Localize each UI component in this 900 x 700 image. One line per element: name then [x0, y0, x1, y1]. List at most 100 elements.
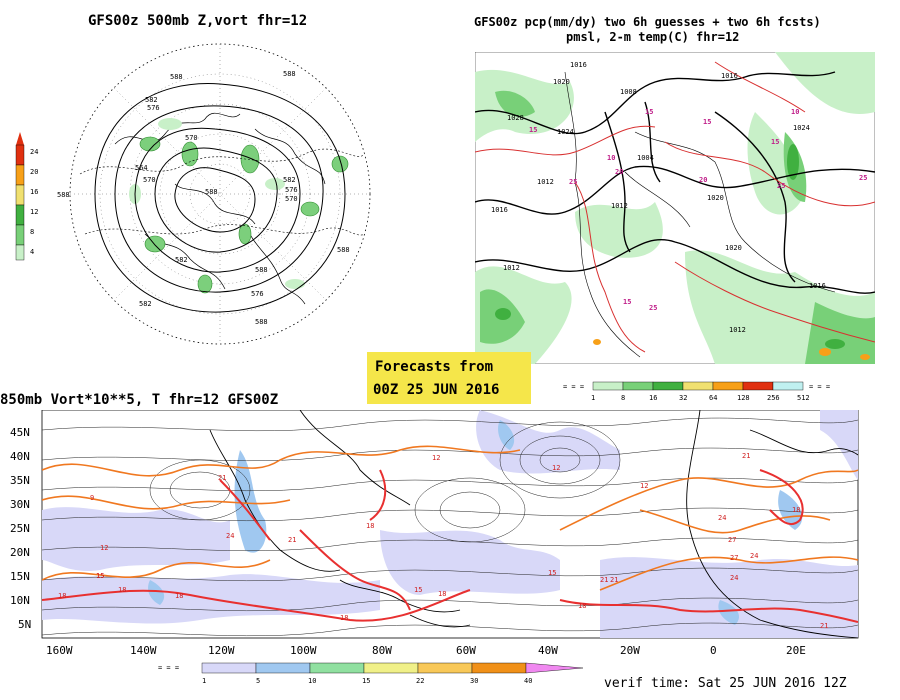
z-label: 588 — [255, 318, 268, 326]
vort850-tick: 22 — [416, 677, 424, 685]
panel-850mb-map: 12 15 9 18 21 24 21 18 15 18 18 18 12 12… — [10, 410, 859, 657]
panel-pcp-title-2: pmsl, 2-m temp(C) fhr=12 — [566, 30, 740, 44]
pmsl-label: 1008 — [620, 88, 637, 96]
t2m-label: 15 — [771, 138, 779, 146]
lon-label: 140W — [130, 644, 157, 657]
forecast-badge-line1: Forecasts from — [375, 359, 494, 375]
t2m-label: 15 — [703, 118, 711, 126]
t850-label: 27 — [728, 536, 736, 544]
lat-label: 40N — [10, 450, 30, 463]
t850-label: 18 — [118, 586, 126, 594]
colorbar-tick: 8 — [30, 228, 34, 236]
z-label: 588 — [170, 73, 183, 81]
t2m-label: 25 — [649, 304, 657, 312]
lon-label: 60W — [456, 644, 476, 657]
pmsl-label: 1016 — [491, 206, 508, 214]
t850-label: 21 — [288, 536, 296, 544]
t850-label: 24 — [718, 514, 726, 522]
z-label: 588 — [255, 266, 268, 274]
lon-label: 80W — [372, 644, 392, 657]
precip-tick: 256 — [767, 394, 780, 402]
t850-label: 15 — [548, 569, 556, 577]
t850-label: 18 — [58, 592, 66, 600]
t2m-label: 10 — [607, 154, 615, 162]
pmsl-label: 1024 — [793, 124, 810, 132]
z-label: 576 — [285, 186, 298, 194]
t850-label: 15 — [96, 572, 104, 580]
lon-label: 20E — [786, 644, 806, 657]
svg-text:= = =: = = = — [563, 383, 584, 391]
t850-label: 18 — [340, 614, 348, 622]
lat-label: 10N — [10, 594, 30, 607]
panel-pcp-title-1: GFS00z pcp(mm/dy) two 6h guesses + two 6… — [474, 15, 821, 29]
z-label: 588 — [337, 246, 350, 254]
t850-label: 24 — [226, 532, 234, 540]
lat-label: 30N — [10, 498, 30, 511]
panel-pcp-map: 1016 1020 1028 1024 1012 1016 1008 1004 … — [475, 52, 875, 364]
pmsl-label: 1016 — [721, 72, 738, 80]
precip-colorbar: = = = = = = 1 8 16 32 64 128 256 512 — [563, 381, 830, 402]
colorbar-tick: 4 — [30, 248, 34, 256]
t850-label: 21 — [742, 452, 750, 460]
lat-label: 5N — [18, 618, 31, 631]
vort850-tick: 5 — [256, 677, 260, 685]
z-label: 570 — [185, 134, 198, 142]
pmsl-label: 1020 — [553, 78, 570, 86]
vort850-tick: 1 — [202, 677, 206, 685]
colorbar-tick: 16 — [30, 188, 38, 196]
t2m-label: 15 — [529, 126, 537, 134]
pmsl-label: 1012 — [503, 264, 520, 272]
t850-label: 12 — [100, 544, 108, 552]
pmsl-label: 1012 — [611, 202, 628, 210]
lon-label: 160W — [46, 644, 73, 657]
z-label: 564 — [135, 164, 148, 172]
vort850-tick: 30 — [470, 677, 478, 685]
t2m-label: 15 — [623, 298, 631, 306]
t850-label: 15 — [414, 586, 422, 594]
svg-text:= = =: = = = — [158, 664, 179, 672]
t850-label: 12 — [432, 454, 440, 462]
t2m-label: 20 — [699, 176, 707, 184]
t850-label: 21 — [820, 622, 828, 630]
z-label: 576 — [147, 104, 160, 112]
t2m-label: 15 — [645, 108, 653, 116]
lat-label: 25N — [10, 522, 30, 535]
vort850-tick: 40 — [524, 677, 532, 685]
lon-label: 0 — [710, 644, 717, 657]
pmsl-label: 1004 — [637, 154, 654, 162]
lat-label: 20N — [10, 546, 30, 559]
t850-label: 15 — [96, 572, 104, 580]
t850-label: 12 — [640, 482, 648, 490]
t2m-label: 20 — [615, 168, 623, 176]
svg-text:= = =: = = = — [809, 383, 830, 391]
t850-label: 21 — [600, 576, 608, 584]
t850-label: 18 — [366, 522, 374, 530]
pmsl-label: 1020 — [725, 244, 742, 252]
lon-label: 20W — [620, 644, 640, 657]
t2m-label: 25 — [569, 178, 577, 186]
t850-label: 21 — [218, 474, 226, 482]
t850-label: 9 — [90, 494, 94, 502]
precip-tick: 512 — [797, 394, 810, 402]
precip-tick: 128 — [737, 394, 750, 402]
lat-label: 45N — [10, 426, 30, 439]
t2m-label: 25 — [859, 174, 867, 182]
z-label: 588 — [283, 70, 296, 78]
t850-label: 24 — [750, 552, 758, 560]
vort850-tick: 10 — [308, 677, 316, 685]
z-label: 570 — [143, 176, 156, 184]
z-label: 582 — [139, 300, 152, 308]
panel-500mb-map: 588 588 582 576 570 564 570 582 576 570 … — [57, 43, 371, 345]
lon-label: 40W — [538, 644, 558, 657]
precip-tick: 16 — [649, 394, 657, 402]
t850-label: 24 — [730, 574, 738, 582]
t2m-label: 10 — [791, 108, 799, 116]
z-label: 582 — [175, 256, 188, 264]
lon-label: 120W — [208, 644, 235, 657]
panel-500mb-title: GFS00z 500mb Z,vort fhr=12 — [88, 13, 308, 29]
z-label: 588 — [205, 188, 218, 196]
precip-tick: 8 — [621, 394, 625, 402]
pmsl-label: 1012 — [729, 326, 746, 334]
t2m-label: 25 — [777, 182, 785, 190]
lon-label: 100W — [290, 644, 317, 657]
